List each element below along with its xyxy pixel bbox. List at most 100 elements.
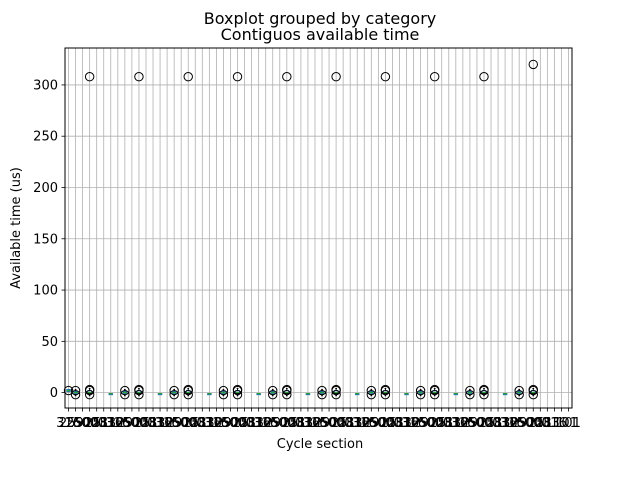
x-tick-label: 316 [450,416,475,431]
x-tick-label: 283 [239,416,264,431]
x-tick-label: 283 [338,416,363,431]
x-tick-label: 251 [479,416,504,431]
x-tick-label: 2500 [214,416,247,431]
outlier-point [183,389,193,400]
chart-suptitle: Boxplot grouped by category [204,9,436,28]
outlier-point [366,389,377,400]
x-tick-label: 1291 [207,416,240,431]
outlier-point [268,385,278,396]
x-tick-label: 2500 [510,416,543,431]
x-tick-label: 316 [352,416,377,431]
x-tick-label: 316 [542,416,567,431]
x-tick-label: 1101 [545,416,578,431]
outlier-point [331,384,341,395]
x-tick-label: 5000 [467,416,500,431]
outlier-point [120,389,130,400]
x-tick-label: 283 [91,416,116,431]
y-tick-label: 150 [33,232,58,247]
x-tick-label: 1291 [158,416,191,431]
x-tick-label: 2500 [460,416,493,431]
outlier-point [380,384,391,395]
outlier-point [232,389,243,400]
x-tick-label: 316 [246,416,271,431]
outlier-point [282,72,292,82]
outlier-point [84,389,95,400]
x-tick-label: 1291 [355,416,388,431]
outlier-point [479,72,489,82]
outlier-point [366,385,377,396]
box-group [63,59,538,400]
outlier-point [380,72,391,82]
outlier-point [429,389,440,400]
x-tick-label: 283 [535,416,560,431]
x-tick-label: 316 [105,416,130,431]
outlier-point [465,389,475,400]
x-tick-label: 316 [394,416,419,431]
outlier-point [380,389,391,400]
x-tick-label: 2500 [411,416,444,431]
x-tick-label: 316 [148,416,173,431]
x-tick-label: 1291 [404,416,437,431]
x-tick-label: 5000 [221,416,254,431]
x-tick-label: 5000 [270,416,303,431]
x-tick-label: 5000 [320,416,353,431]
x-axis-ticks: 3162591250050002512833163161291250050002… [56,408,581,431]
x-tick-label: 2500 [165,416,198,431]
outlier-point [317,385,327,396]
outlier-point [331,389,341,400]
x-tick-label: 316 [500,416,525,431]
x-tick-label: 1291 [503,416,536,431]
x-tick-label: 2500 [362,416,395,431]
x-tick-label: 2500 [263,416,296,431]
outlier-point [183,384,193,395]
x-axis-label: Cycle section [277,437,363,452]
outlier-point [514,385,524,396]
x-tick-label: 316 [56,416,81,431]
x-tick-label: 283 [486,416,511,431]
outlier-point [134,72,144,82]
y-tick-label: 300 [33,78,58,93]
outlier-point [70,385,81,396]
x-tick-label: 5000 [122,416,155,431]
x-tick-label: 283 [288,416,313,431]
outlier-point [429,72,440,82]
outlier-point [120,385,130,396]
outlier-point [528,59,538,70]
y-tick-label: 200 [33,181,58,196]
y-axis-ticks: 0 50 100 150 200 250 300 [33,78,65,401]
outlier-point [169,389,179,400]
outlier-point [465,385,475,396]
y-tick-label: 50 [41,335,58,350]
outlier-point [183,72,193,82]
outlier-point [134,389,144,400]
outlier-point [282,389,292,400]
x-tick-label: 5000 [517,416,550,431]
outlier-point [331,72,341,82]
outlier-point [84,384,95,395]
x-tick-label: 251 [380,416,405,431]
outlier-point [232,72,243,82]
x-tick-label: 316 [98,416,123,431]
outlier-point [218,389,229,400]
y-tick-label: 250 [33,130,58,145]
outlier-point [232,384,243,395]
x-tick-label: 283 [387,416,412,431]
x-tick-label: 316 [253,416,278,431]
outlier-point [268,389,278,400]
outlier-point [514,389,524,400]
x-tick-label: 283 [190,416,215,431]
x-tick-label: 5000 [418,416,451,431]
x-tick-label: 251 [331,416,356,431]
chart-title: Contiguos available time [221,25,420,44]
x-tick-label: 1291 [305,416,338,431]
x-tick-label: 251 [281,416,306,431]
outlier-point [415,389,426,400]
x-tick-label: 316 [345,416,370,431]
x-tick-label: 5000 [369,416,402,431]
x-tick-label: 316 [401,416,426,431]
x-tick-label: 1291 [108,416,141,431]
x-tick-label: 316 [197,416,222,431]
grid-lines [65,48,572,408]
x-tick-label: 2500 [313,416,346,431]
